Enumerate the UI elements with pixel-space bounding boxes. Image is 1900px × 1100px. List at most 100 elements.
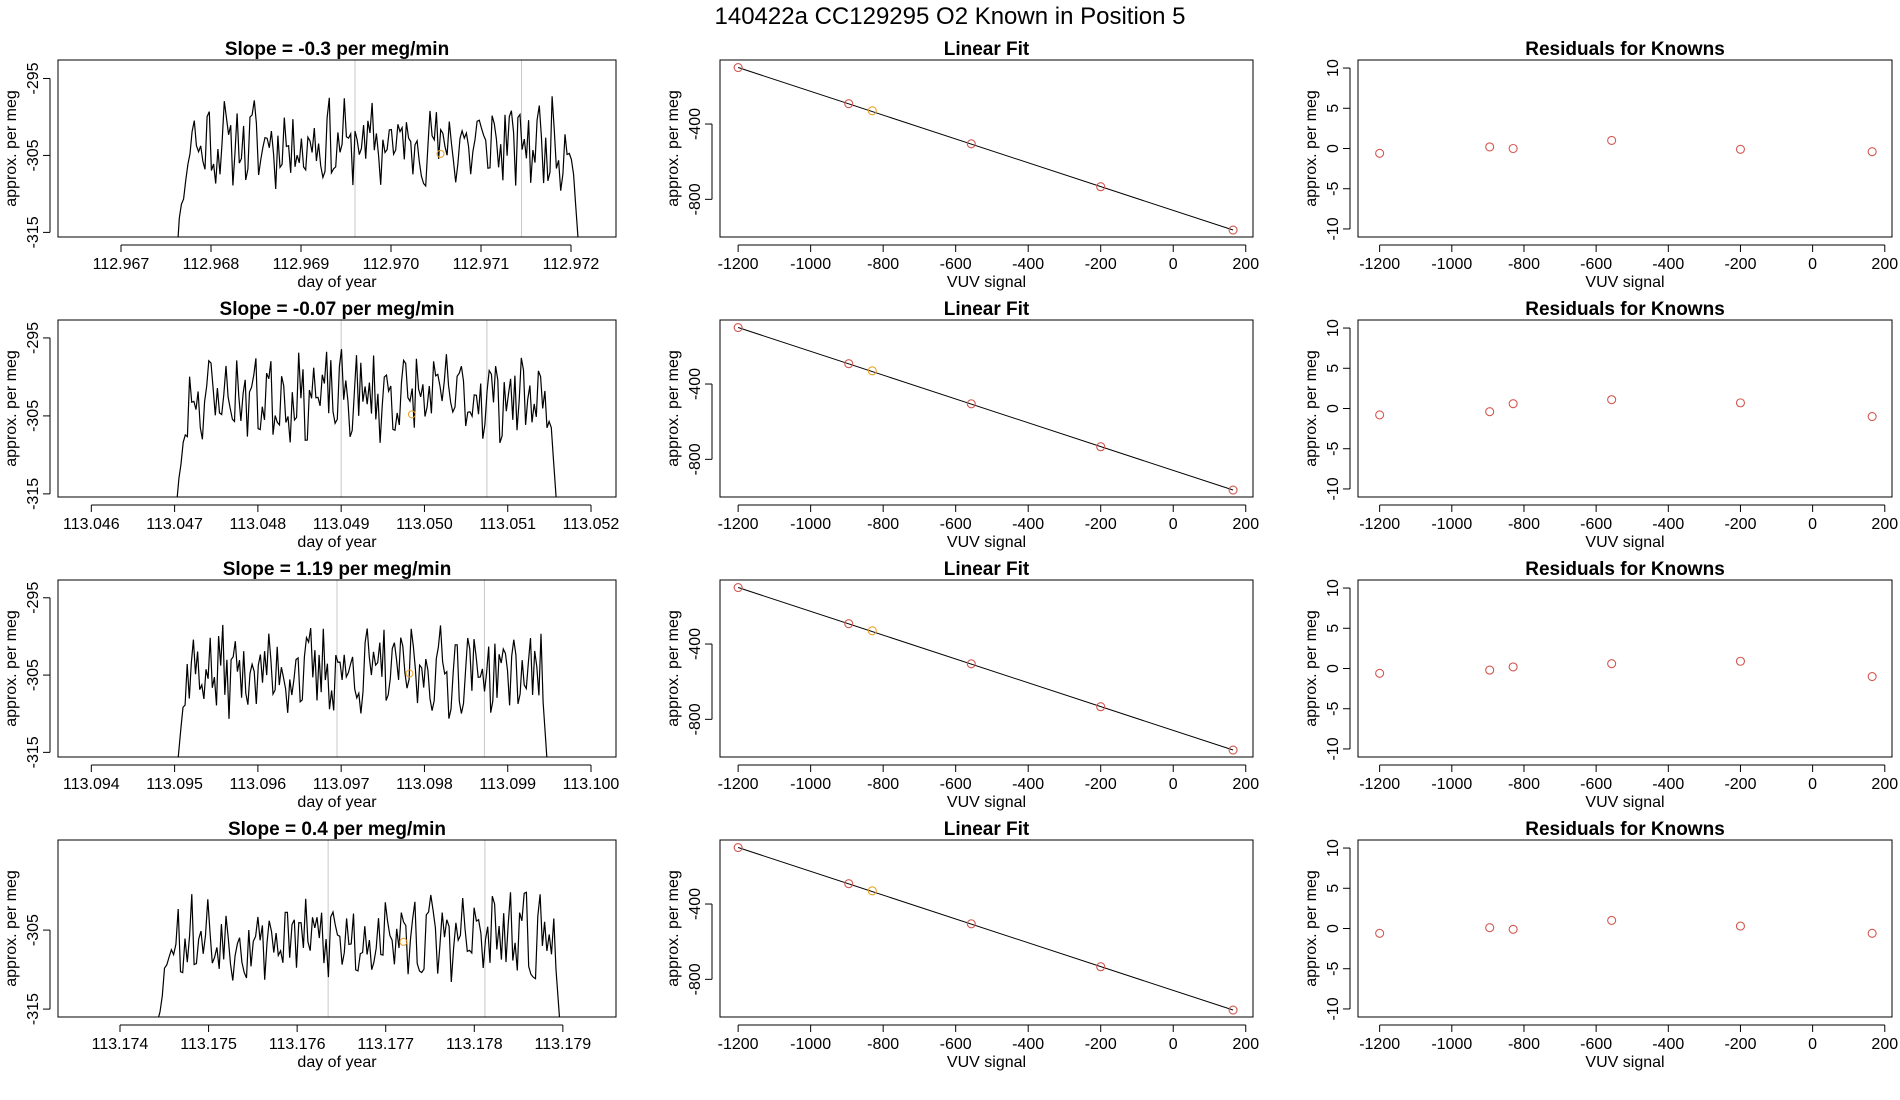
known-point	[1735, 656, 1746, 666]
known-point	[1096, 182, 1106, 192]
trace-series-line	[177, 624, 548, 757]
y-tick-label: -10	[1325, 217, 1342, 240]
plot-frame	[719, 319, 1254, 498]
known-point	[1485, 665, 1495, 675]
x-tick-label: -200	[1085, 1036, 1117, 1053]
known-point	[1867, 147, 1877, 157]
x-tick-label: 0	[1169, 516, 1178, 533]
y-tick-label: -5	[1325, 702, 1342, 716]
known-point	[1375, 410, 1385, 420]
y-axis-label: approx. per meg	[3, 870, 20, 987]
x-tick-label: 113.096	[230, 776, 287, 793]
known-point	[1228, 745, 1238, 755]
x-tick-label: -200	[1085, 776, 1117, 793]
y-tick-label: -400	[687, 628, 704, 660]
known-point	[733, 842, 743, 853]
x-tick-label: 0	[1169, 1036, 1178, 1053]
x-tick-label: 112.971	[453, 256, 510, 273]
known-point	[844, 99, 854, 109]
plot-frame	[1357, 59, 1893, 238]
plot-area-r3-fit	[733, 582, 1238, 755]
x-tick-label: 113.095	[146, 776, 203, 793]
x-tick-label: -400	[1012, 1036, 1044, 1053]
x-axis-label: VUV signal	[1585, 794, 1664, 811]
x-tick-label: 200	[1871, 516, 1898, 533]
y-tick-label: -295	[25, 322, 42, 354]
known-point	[1735, 398, 1746, 408]
x-tick-label: -1000	[1431, 516, 1472, 533]
y-tick-label: 0	[1325, 924, 1342, 933]
known-point	[733, 322, 743, 333]
x-tick-label: -1200	[718, 1036, 759, 1053]
x-tick-label: 113.179	[535, 1036, 592, 1053]
known-point	[1508, 143, 1518, 154]
x-tick-label: -400	[1652, 256, 1684, 273]
y-axis-label: approx. per meg	[3, 350, 20, 467]
x-tick-label: -1000	[1431, 256, 1472, 273]
x-tick-label: 112.967	[93, 256, 150, 273]
x-tick-label: -200	[1724, 776, 1756, 793]
known-point	[1867, 671, 1877, 682]
known-point	[966, 139, 976, 149]
x-tick-label: 113.098	[396, 776, 453, 793]
x-tick-label: -400	[1652, 776, 1684, 793]
known-point	[1228, 485, 1238, 495]
y-tick-label: 10	[1325, 319, 1342, 337]
x-tick-label: 113.099	[479, 776, 536, 793]
plot-frame	[1357, 319, 1893, 498]
x-tick-label: 200	[1232, 1036, 1259, 1053]
trace-series-line	[177, 96, 579, 237]
known-point	[1228, 225, 1238, 235]
y-tick-label: -800	[687, 183, 704, 215]
y-tick-label: -295	[25, 62, 42, 94]
x-tick-label: 0	[1808, 1036, 1817, 1053]
y-tick-label: -400	[687, 108, 704, 140]
y-tick-label: 5	[1325, 364, 1342, 373]
known-point	[1867, 411, 1877, 422]
x-tick-label: -1000	[790, 1036, 831, 1053]
plot-area-r1-fit	[733, 62, 1238, 235]
known-point	[1735, 144, 1746, 154]
y-tick-label: -800	[687, 703, 704, 735]
panel-title: Linear Fit	[944, 39, 1030, 60]
x-tick-label: -800	[867, 516, 899, 533]
x-tick-label: 112.968	[183, 256, 240, 273]
y-tick-label: 10	[1325, 579, 1342, 597]
x-tick-label: 112.972	[543, 256, 600, 273]
y-tick-label: -5	[1325, 182, 1342, 196]
x-tick-label: -1000	[1431, 776, 1472, 793]
x-tick-label: -800	[867, 256, 899, 273]
x-tick-label: 200	[1232, 776, 1259, 793]
panel-r3-resid: Residuals for Knowns-1200 -1000 -800 -600 -4…	[1303, 559, 1898, 811]
y-axis-label: approx. per meg	[665, 870, 682, 987]
known-point	[966, 659, 976, 669]
known-point	[1096, 442, 1106, 452]
y-tick-label: 0	[1325, 664, 1342, 673]
x-tick-label: 113.175	[180, 1036, 237, 1053]
panel-title: Linear Fit	[944, 299, 1030, 320]
x-axis-label: VUV signal	[1585, 274, 1664, 291]
y-tick-label: -315	[25, 478, 42, 510]
x-tick-label: -600	[1580, 1036, 1612, 1053]
known-point	[1375, 928, 1385, 938]
plot-frame	[57, 59, 617, 238]
y-tick-label: -10	[1325, 477, 1342, 500]
x-tick-label: 113.097	[313, 776, 370, 793]
x-tick-label: -600	[940, 1036, 972, 1053]
x-tick-label: 200	[1871, 776, 1898, 793]
trace-series-line	[157, 891, 561, 1017]
y-axis-label: approx. per meg	[1303, 350, 1320, 467]
x-tick-label: 113.049	[313, 516, 370, 533]
panel-title: Linear Fit	[944, 819, 1030, 840]
fit-line	[737, 847, 1234, 1011]
plot-frame	[719, 579, 1254, 758]
y-tick-label: -315	[25, 736, 42, 768]
known-point	[1096, 962, 1106, 972]
x-tick-label: 113.052	[563, 516, 620, 533]
sample-marker	[399, 937, 408, 946]
known-point	[1607, 915, 1617, 926]
x-tick-label: 113.051	[479, 516, 536, 533]
x-tick-label: -800	[867, 1036, 899, 1053]
y-axis-label: approx. per meg	[3, 610, 20, 727]
x-tick-label: 112.969	[273, 256, 330, 273]
